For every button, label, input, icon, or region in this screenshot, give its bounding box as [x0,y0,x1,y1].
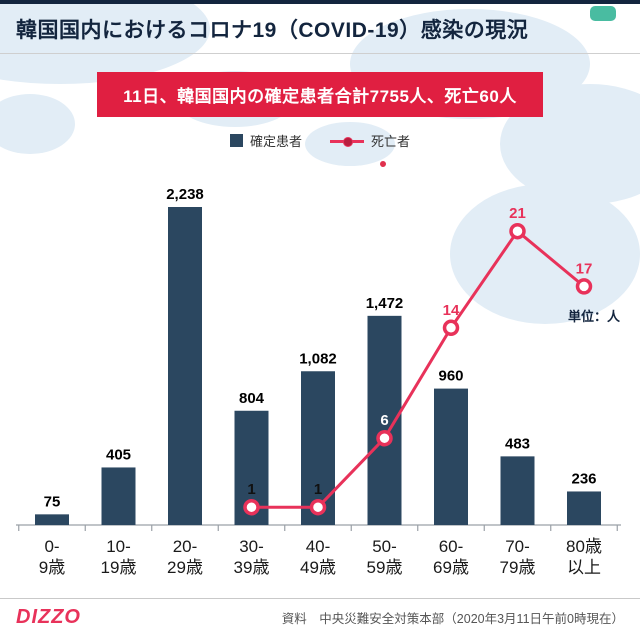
bar-value-label: 236 [571,470,596,487]
death-point [376,429,393,447]
x-axis-label: 79歳 [500,558,536,577]
x-axis-label: 40- [306,537,331,556]
dizzo-logo: DIZZO [16,606,81,628]
bar-value-label: 405 [106,446,131,463]
bar-confirmed [168,207,202,525]
page-title: 韓国国内におけるコロナ19（COVID-19）感染の現況 [16,19,529,42]
x-axis-label: 59歳 [367,558,403,577]
bar-confirmed [434,388,468,525]
bar-value-label: 960 [438,368,463,385]
x-axis-label: 39歳 [234,558,270,577]
header: 韓国国内におけるコロナ19（COVID-19）感染の現況 [0,4,640,53]
map-region-teal [590,6,616,21]
header-divider [0,53,640,54]
x-axis-label: 29歳 [167,558,203,577]
death-line [251,228,585,509]
bar-confirmed [567,491,601,525]
bar-confirmed [101,467,136,525]
legend-label-confirmed: 確定患者 [249,134,302,149]
bar-value-label: 1,472 [366,295,404,312]
bar-confirmed [35,514,69,525]
bar-confirmed [500,456,535,525]
x-axis-label: 20- [173,537,198,556]
death-value-label: 17 [576,260,593,277]
legend-label-deaths: 死亡者 [371,134,411,149]
death-value-label: 14 [443,302,460,319]
x-axis-label: 70- [505,537,530,556]
death-value-label: 1 [247,481,255,498]
x-axis-label: 80歳 [566,537,602,556]
death-line-swatch-icon [330,136,364,147]
bar-value-label: 1,082 [299,350,337,367]
x-axis-label: 49歳 [300,558,336,577]
chart-legend: 確定患者 死亡者 [0,131,640,150]
x-axis-label: 0- [44,537,59,556]
death-point [575,278,593,295]
x-axis-label: 30- [239,537,264,556]
death-point [309,498,327,516]
x-axis-label: 以上 [567,558,601,577]
death-point [509,222,526,240]
x-axis-label: 60- [439,537,464,556]
x-axis-label: 19歳 [101,558,137,577]
death-point [243,498,260,516]
x-axis-label: 10- [106,537,131,556]
summary-banner: 11日、韓国国内の確定患者合計7755人、死亡60人 [97,72,543,117]
bar-value-label: 2,238 [166,186,204,203]
legend-item-deaths: 死亡者 [330,131,410,150]
confirmed-bar-swatch-icon [229,134,243,147]
x-axis-label: 50- [372,537,397,556]
source-credit: 資料 中央災難安全対策本部（2020年3月11日午前0時現在） [281,612,624,626]
death-point [442,319,460,337]
legend-item-confirmed: 確定患者 [229,131,302,150]
chart-area: 75 0- 9歳 405 10- 19歳 2,238 20- 29歳 804 30- 39歳 1,082… [0,170,640,598]
x-axis-label: 69歳 [433,558,469,577]
death-value-label: 6 [380,412,388,429]
x-axis-label: 9歳 [39,558,65,577]
chart-svg: 75 0- 9歳 405 10- 19歳 2,238 20- 29歳 804 30- 39歳 1,082… [16,186,621,577]
bar-value-label: 804 [239,390,265,407]
map-marker-dot [380,161,386,167]
unit-label: 単位：人 [567,309,620,324]
death-value-label: 21 [509,205,526,222]
death-value-label: 1 [314,481,322,498]
bar-value-label: 75 [44,493,61,510]
footer: DIZZO 資料 中央災難安全対策本部（2020年3月11日午前0時現在） [0,598,640,636]
bar-value-label: 483 [505,435,530,452]
